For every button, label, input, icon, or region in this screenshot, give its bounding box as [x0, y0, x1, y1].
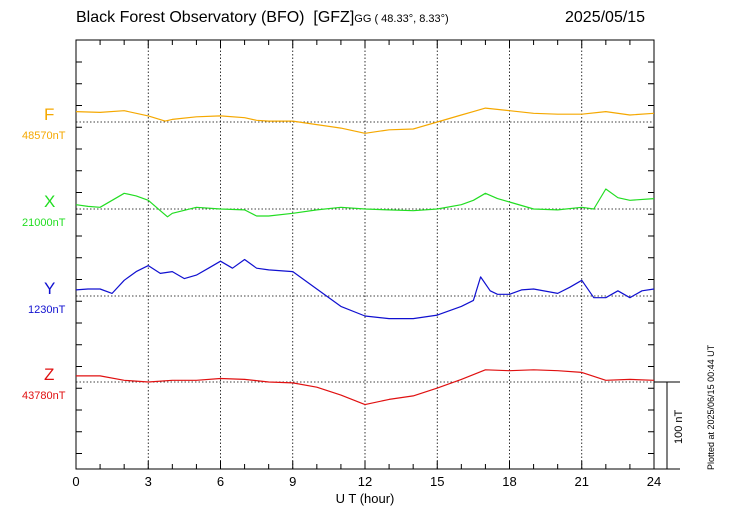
station-coords: GG ( 48.33°, 8.33°) — [354, 13, 449, 25]
component-label-Z: Z — [44, 365, 55, 384]
baseline-label-Z: 43780nT — [22, 390, 66, 402]
x-tick-label: 24 — [647, 474, 661, 489]
series-line-Y — [75, 258, 655, 320]
x-tick-label: 9 — [289, 474, 296, 489]
station-title: Black Forest Observatory (BFO) [GFZ]GG (… — [76, 9, 449, 27]
station-name: Black Forest Observatory (BFO) — [76, 9, 305, 26]
date-label: 2025/05/15 — [565, 9, 646, 26]
grid-layer — [147, 40, 583, 469]
series-line-F — [75, 107, 655, 134]
baseline-label-Y: 1230nT — [28, 304, 66, 316]
x-tick-labels: 0 3 6 9 12 15 18 21 24 — [72, 474, 661, 489]
x-tick-label: 21 — [575, 474, 589, 489]
baseline-label-X: 21000nT — [22, 217, 66, 229]
x-tick-label: 0 — [72, 474, 79, 489]
series-layer — [75, 107, 655, 406]
x-tick-label: 15 — [430, 474, 444, 489]
component-label-F: F — [44, 105, 55, 124]
component-label-Y: Y — [44, 279, 56, 298]
institute-name: [GFZ] — [313, 9, 355, 26]
plotted-timestamp: Plotted at 2025/06/15 00:44 UT — [706, 344, 716, 470]
x-tick-label: 12 — [358, 474, 372, 489]
x-tick-label: 18 — [502, 474, 516, 489]
scale-bar — [654, 381, 680, 470]
series-line-X — [75, 188, 655, 218]
baseline-label-F: 48570nT — [22, 130, 66, 142]
component-label-X: X — [44, 192, 56, 211]
baseline-layer — [76, 121, 654, 383]
x-axis-label: U T (hour) — [336, 491, 395, 506]
x-tick-label: 6 — [217, 474, 224, 489]
series-line-Z — [76, 369, 655, 406]
scale-label: 100 nT — [673, 409, 685, 444]
x-tick-label: 3 — [145, 474, 152, 489]
tick-layer — [76, 40, 654, 469]
